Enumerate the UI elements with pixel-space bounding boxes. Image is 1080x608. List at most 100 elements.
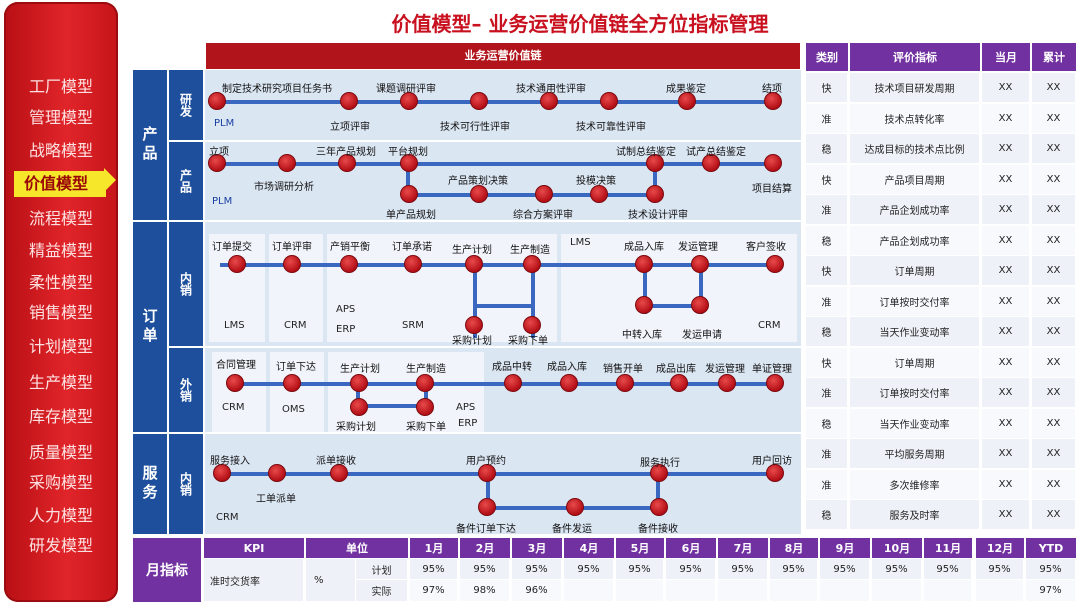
metrics-cell: 产品项目周期 [850, 164, 980, 194]
node-outer-12[interactable] [766, 374, 784, 392]
metrics-cell: XX [982, 500, 1030, 529]
sidebar-item[interactable]: 柔性模型 [28, 273, 93, 292]
metrics-cell: XX [1032, 195, 1076, 224]
metrics-cell: XX [1032, 225, 1076, 255]
node-rd-2[interactable] [340, 92, 358, 110]
node-outer-7[interactable] [504, 374, 522, 392]
node-rd-8[interactable] [764, 92, 782, 110]
metrics-cell: XX [1032, 164, 1076, 194]
sidebar-item[interactable]: 库存模型 [28, 407, 93, 426]
node-inner-5[interactable] [465, 255, 483, 273]
inner-label: 发运管理 [678, 242, 718, 253]
node-prod-11[interactable] [702, 154, 720, 172]
sidebar-item[interactable]: 战略模型 [28, 141, 93, 160]
node-outer-9[interactable] [616, 374, 634, 392]
lane-outer-sales: 外销 [169, 348, 203, 432]
node-prod-4[interactable] [400, 154, 418, 172]
node-svc-1[interactable] [213, 464, 231, 482]
node-rd-7[interactable] [678, 92, 696, 110]
node-outer-2[interactable] [283, 374, 301, 392]
node-rd-5[interactable] [540, 92, 558, 110]
node-prod-5[interactable] [400, 185, 418, 203]
node-prod-9[interactable] [646, 154, 664, 172]
node-inner-7[interactable] [465, 316, 483, 334]
node-inner-9[interactable] [635, 255, 653, 273]
inner-system: SRM [402, 320, 424, 331]
kpi-actual-cell [770, 580, 818, 601]
node-outer-6[interactable] [416, 398, 434, 416]
metrics-cell: XX [1032, 103, 1076, 133]
kpi-plan-cell: 95% [616, 559, 664, 579]
node-svc-9[interactable] [766, 464, 784, 482]
sidebar-item[interactable]: 研发模型 [28, 536, 93, 555]
node-inner-2[interactable] [283, 255, 301, 273]
kpi-plan-cell: 95% [820, 559, 870, 579]
node-svc-7[interactable] [650, 464, 668, 482]
node-svc-8[interactable] [650, 498, 668, 516]
node-outer-4[interactable] [416, 374, 434, 392]
sidebar-item[interactable]: 人力模型 [28, 506, 93, 525]
metrics-cell: 技术点转化率 [850, 103, 980, 133]
outer-label: 订单下达 [276, 362, 316, 373]
node-inner-13[interactable] [691, 296, 709, 314]
node-svc-2[interactable] [268, 464, 286, 482]
sidebar-item[interactable]: 采购模型 [28, 473, 93, 492]
sidebar-item[interactable]: 价值模型 [14, 171, 106, 197]
lane-rd: 研发 [169, 70, 203, 140]
metrics-cell: 快 [806, 347, 848, 377]
sidebar-item[interactable]: 计划模型 [28, 337, 93, 356]
kpi-actual-label: 实际 [356, 580, 408, 601]
svc-label: 备件订单下达 [456, 524, 516, 535]
node-inner-4[interactable] [404, 255, 422, 273]
node-rd-3[interactable] [400, 92, 418, 110]
metrics-cell: 平均服务周期 [850, 439, 980, 468]
outer-label: 单证管理 [752, 364, 792, 375]
kpi-header: 9月 [820, 538, 870, 558]
kpi-actual-cell: 98% [460, 580, 510, 601]
node-inner-6[interactable] [523, 255, 541, 273]
metrics-cell: XX [982, 469, 1030, 499]
node-outer-5[interactable] [350, 398, 368, 416]
chain-header: 业务运营价值链 [206, 43, 800, 69]
sidebar-item[interactable]: 流程模型 [28, 209, 93, 228]
node-svc-4[interactable] [478, 464, 496, 482]
node-outer-8[interactable] [560, 374, 578, 392]
node-prod-1[interactable] [208, 154, 226, 172]
node-rd-4[interactable] [470, 92, 488, 110]
node-inner-11[interactable] [766, 255, 784, 273]
node-prod-10[interactable] [646, 185, 664, 203]
node-prod-6[interactable] [470, 185, 488, 203]
node-outer-10[interactable] [670, 374, 688, 392]
node-svc-5[interactable] [478, 498, 496, 516]
node-prod-3[interactable] [338, 154, 356, 172]
kpi-header: 10月 [872, 538, 922, 558]
node-outer-3[interactable] [350, 374, 368, 392]
kpi-plan-cell: 95% [718, 559, 768, 579]
sidebar-item[interactable]: 管理模型 [28, 108, 93, 127]
node-svc-3[interactable] [330, 464, 348, 482]
sidebar-item[interactable]: 工厂模型 [28, 77, 93, 96]
kpi-plan-cell: 95% [512, 559, 562, 579]
node-prod-7[interactable] [535, 185, 553, 203]
node-prod-12[interactable] [764, 154, 782, 172]
node-rd-6[interactable] [600, 92, 618, 110]
node-svc-6[interactable] [566, 498, 584, 516]
kpi-actual-cell: 96% [512, 580, 562, 601]
sub-box [212, 352, 266, 432]
sidebar-item[interactable]: 生产模型 [28, 373, 93, 392]
kpi-header: 7月 [718, 538, 768, 558]
node-prod-8[interactable] [590, 185, 608, 203]
node-inner-3[interactable] [340, 255, 358, 273]
node-outer-1[interactable] [226, 374, 244, 392]
node-outer-11[interactable] [718, 374, 736, 392]
node-inner-1[interactable] [228, 255, 246, 273]
node-inner-12[interactable] [635, 296, 653, 314]
metrics-cell: 订单周期 [850, 256, 980, 285]
sidebar-item[interactable]: 销售模型 [28, 303, 93, 322]
sidebar-item[interactable]: 精益模型 [28, 241, 93, 260]
node-inner-10[interactable] [691, 255, 709, 273]
node-prod-2[interactable] [278, 154, 296, 172]
node-rd-1[interactable] [208, 92, 226, 110]
node-inner-8[interactable] [523, 316, 541, 334]
sidebar-item[interactable]: 质量模型 [28, 443, 93, 462]
